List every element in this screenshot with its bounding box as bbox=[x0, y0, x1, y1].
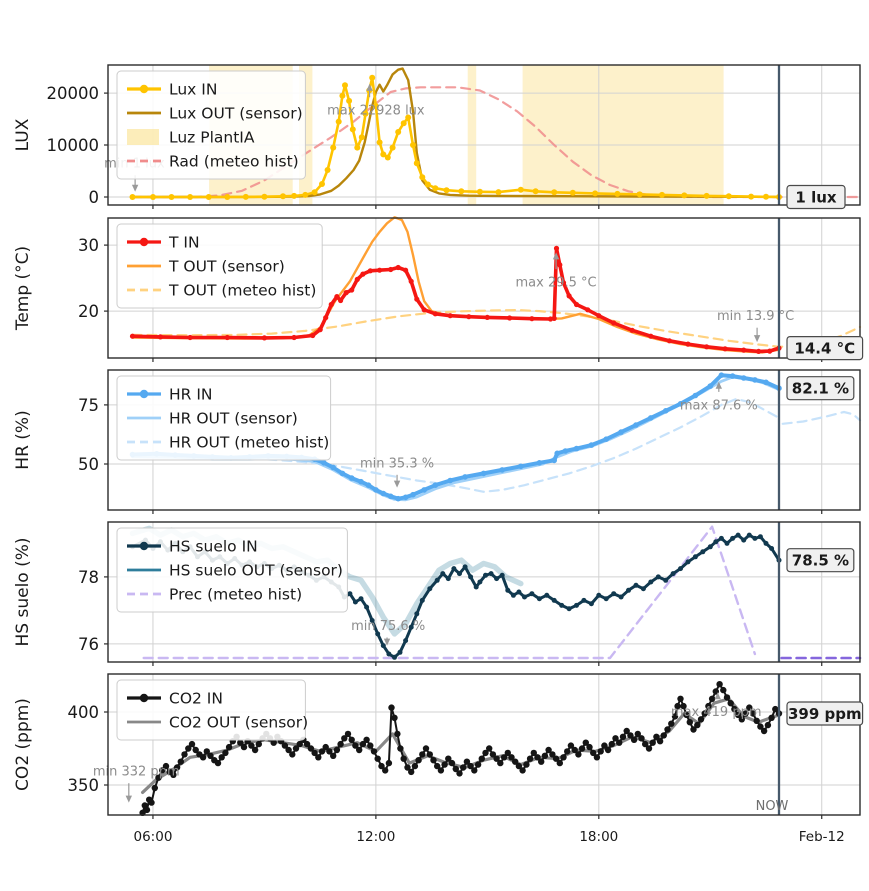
legend-swatch-marker bbox=[139, 541, 149, 551]
legend-swatch-marker bbox=[139, 84, 149, 94]
legend-label: CO2 IN bbox=[169, 690, 223, 708]
legend-label: HS suelo IN bbox=[169, 538, 258, 556]
current-value-badge-hr: 82.1 % bbox=[786, 376, 855, 401]
legend-swatch-marker bbox=[139, 237, 149, 247]
y-tick-label: 50 bbox=[78, 455, 99, 474]
panel-co2: 350 400 min 332 ppm max 419 ppm 399 ppm CO2 (… bbox=[13, 673, 864, 819]
annotation-arrow bbox=[393, 480, 401, 488]
series-prec-meteo-hist bbox=[142, 525, 757, 660]
series-t-out-meteo-hist bbox=[131, 309, 862, 348]
legend-lux: Lux IN Lux OUT (sensor) Luz PlantIA Rad (me… bbox=[116, 70, 306, 180]
current-value-badge-lux: 1 lux bbox=[786, 184, 846, 210]
legend-label: T OUT (meteo hist) bbox=[168, 282, 316, 300]
annotation-arrow bbox=[552, 252, 560, 260]
y-tick-label: 76 bbox=[78, 635, 99, 654]
now-label: NOW bbox=[756, 799, 789, 814]
annotation-max-419-ppm: max 419 ppm bbox=[671, 705, 762, 720]
annotation-min-13-9-c: min 13.9 °C bbox=[717, 309, 794, 324]
panel-hr: 50 75 min 35.3 % max 87.6 % 82.1 % HR (%) HR I… bbox=[13, 369, 862, 514]
annotation-arrow bbox=[131, 184, 139, 192]
annotation-arrow bbox=[366, 83, 373, 91]
band-luz-plantia bbox=[522, 65, 724, 205]
y-axis-label: HS suelo (%) bbox=[13, 537, 33, 646]
y-tick-label: 350 bbox=[68, 776, 100, 795]
panel-spine bbox=[107, 673, 861, 816]
annotation-min-75-6: min 75.6 % bbox=[351, 619, 425, 634]
badge-value: 78.5 % bbox=[792, 552, 849, 570]
current-value-badge-hs-suelo: 78.5 % bbox=[786, 548, 855, 573]
legend-hr: HR IN HR OUT (sensor) HR OUT (meteo hist) bbox=[116, 375, 332, 461]
legend-label: Luz PlantIA bbox=[169, 129, 255, 147]
y-tick-label: 10000 bbox=[47, 136, 100, 155]
annotation-arrow bbox=[383, 638, 391, 646]
annotation-arrow bbox=[125, 795, 133, 803]
y-tick-label: 20000 bbox=[47, 84, 100, 103]
badge-value: 1 lux bbox=[795, 188, 836, 206]
legend-temp: T IN T OUT (sensor) T OUT (meteo hist) bbox=[116, 223, 323, 309]
legend-swatch-marker bbox=[139, 389, 149, 399]
legend-label: Prec (meteo hist) bbox=[169, 586, 302, 604]
y-tick-label: 0 bbox=[89, 188, 100, 207]
y-tick-label: 400 bbox=[68, 703, 100, 722]
x-tick-label: 06:00 bbox=[134, 829, 173, 845]
panel-spine bbox=[107, 369, 861, 511]
y-tick-label: 20 bbox=[78, 302, 99, 321]
panel-spine bbox=[107, 64, 861, 206]
current-value-badge-temp: 14.4 °C bbox=[786, 336, 864, 361]
y-tick-label: 75 bbox=[78, 396, 99, 415]
legend-label: Rad (meteo hist) bbox=[169, 153, 299, 171]
legend-co2: CO2 IN CO2 OUT (sensor) bbox=[116, 679, 308, 741]
panel-spine bbox=[107, 217, 861, 359]
series-lux-out-sensor bbox=[131, 67, 781, 199]
legend-hs-suelo: HS suelo IN HS suelo OUT (sensor) Prec (me… bbox=[116, 527, 348, 613]
legend-label: T IN bbox=[168, 234, 200, 252]
x-tick-label: 12:00 bbox=[356, 829, 395, 845]
legend-label: HR OUT (meteo hist) bbox=[169, 434, 329, 452]
legend-label: CO2 OUT (sensor) bbox=[169, 714, 308, 732]
annotation-min-35-3: min 35.3 % bbox=[360, 456, 434, 471]
y-axis-label: CO2 (ppm) bbox=[13, 698, 33, 791]
annotation-max-87-6: max 87.6 % bbox=[680, 398, 758, 413]
band-luz-plantia bbox=[467, 65, 477, 205]
legend-label: HS suelo OUT (sensor) bbox=[169, 562, 343, 580]
legend-label: HR OUT (sensor) bbox=[169, 410, 298, 428]
annotation-min-332-ppm: min 332 ppm bbox=[93, 765, 180, 780]
annotation-max-22928-lux: max 22928 lux bbox=[327, 104, 425, 119]
panel-hs-suelo: 76 78 min 75.6 % 78.5 % HS suelo (%) HS suelo… bbox=[13, 521, 862, 666]
x-axis: 06:00 12:00 18:00 Feb-12 NOW bbox=[134, 799, 845, 845]
y-axis-label: HR (%) bbox=[13, 410, 33, 469]
series-co2-in-markers bbox=[139, 681, 783, 816]
badge-value: 14.4 °C bbox=[794, 340, 855, 358]
annotation-arrow bbox=[753, 335, 761, 343]
y-axis-label: Temp (°C) bbox=[13, 246, 33, 331]
badge-value: 82.1 % bbox=[792, 380, 849, 398]
y-tick-label: 30 bbox=[78, 236, 99, 255]
legend-swatch-patch bbox=[127, 129, 159, 145]
panel-temp: 20 30 max 29.5 °C min 13.9 °C 14.4 °C Temp (°… bbox=[13, 216, 864, 362]
legend-label: Lux OUT (sensor) bbox=[169, 105, 303, 123]
y-tick-label: 78 bbox=[78, 568, 99, 587]
current-value-badge-co2: 399 ppm bbox=[786, 701, 864, 726]
panel-spine bbox=[107, 521, 861, 663]
x-tick-label: 18:00 bbox=[579, 829, 618, 845]
x-tick-label: Feb-12 bbox=[799, 829, 845, 845]
legend-swatch-marker bbox=[139, 693, 149, 703]
y-axis-label: LUX bbox=[13, 118, 33, 151]
series-t-in-markers bbox=[129, 245, 782, 354]
badge-value: 399 ppm bbox=[788, 705, 862, 723]
legend-label: T OUT (sensor) bbox=[168, 258, 285, 276]
legend-label: Lux IN bbox=[169, 81, 217, 99]
annotation-max-29-5-c: max 29.5 °C bbox=[516, 276, 597, 291]
annotation-arrow bbox=[714, 692, 721, 700]
annotation-arrow bbox=[715, 381, 723, 389]
legend-label: HR IN bbox=[169, 386, 213, 404]
